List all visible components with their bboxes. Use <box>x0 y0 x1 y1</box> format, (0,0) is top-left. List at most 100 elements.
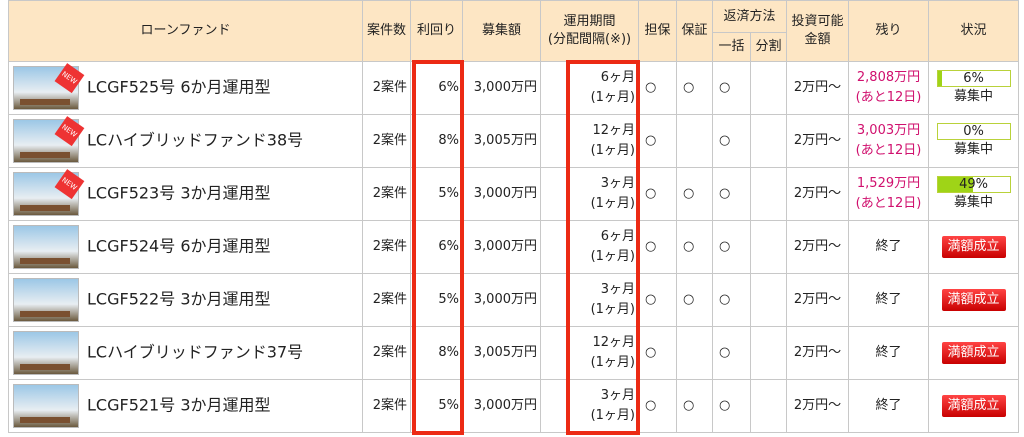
lump-cell: ○ <box>712 326 751 380</box>
invest-cell: 2万円〜 <box>786 379 850 433</box>
guarantee-cell: ○ <box>676 167 713 221</box>
remaining-cell: 1,529万円 (あと12日) <box>848 167 930 221</box>
header-cell: 一括 <box>712 32 751 62</box>
progress-bar: 49% <box>936 175 1011 193</box>
table-body: NEW LCGF525号 6か月運用型 2案件 6% 3,000万円 6ヶ月 (1ヶ月) ○ ○… <box>8 61 1020 433</box>
guarantee-cell <box>676 114 713 168</box>
header-cell: 保証 <box>676 0 713 62</box>
count-cell: 2案件 <box>362 167 411 221</box>
status-button[interactable]: 満額成立 <box>941 395 1006 417</box>
period-cell: 12ヶ月 (1ヶ月) <box>540 114 639 168</box>
fund-cell: NEW LCGF523号 3か月運用型 <box>8 167 363 221</box>
table-row: LCGF521号 3か月運用型 2案件 5% 3,000万円 3ヶ月 (1ヶ月) ○ ○ ○ 2万… <box>8 379 1020 433</box>
status-button[interactable]: 満額成立 <box>941 289 1006 311</box>
yield-cell: 5% <box>410 273 463 327</box>
fund-name[interactable]: LCGF522号 3か月運用型 <box>87 289 271 309</box>
installment-cell <box>749 379 788 433</box>
fund-name[interactable]: LCGF523号 3か月運用型 <box>87 183 271 203</box>
installment-cell <box>749 220 788 274</box>
period: 12ヶ月 <box>592 123 635 138</box>
status-cell: 49% 募集中 <box>928 167 1020 221</box>
remaining-days: (あと12日) <box>855 90 922 105</box>
new-badge: NEW <box>54 169 85 199</box>
amount-cell: 3,005万円 <box>462 326 541 380</box>
fund-cell: LCハイブリッドファンド37号 <box>8 326 363 380</box>
thumbnail-art <box>20 417 70 423</box>
period: 12ヶ月 <box>592 335 635 350</box>
amount-cell: 3,000万円 <box>462 220 541 274</box>
fund-name[interactable]: LCGF524号 6か月運用型 <box>87 236 271 256</box>
progress-fill <box>937 176 973 192</box>
lump-cell: ○ <box>712 379 751 433</box>
fund-cell: NEW LCGF525号 6か月運用型 <box>8 61 363 115</box>
thumbnail: NEW <box>13 169 85 216</box>
header-text: 投資可能 <box>791 14 844 29</box>
remaining-cell: 終了 <box>848 273 930 327</box>
thumbnail-art <box>20 152 70 158</box>
header-text: 運用期間 <box>563 14 616 29</box>
thumbnail <box>13 331 79 375</box>
installment-cell <box>749 61 788 115</box>
table-row: NEW LCハイブリッドファンド38号 2案件 8% 3,005万円 12ヶ月 (1ヶ月) ○… <box>8 114 1020 168</box>
yield-cell: 6% <box>410 220 463 274</box>
lump-cell: ○ <box>712 61 751 115</box>
remaining-text: 終了 <box>875 398 902 413</box>
status-cell: 満額成立 <box>928 220 1020 274</box>
header-cell: 利回り <box>410 0 463 62</box>
header-cell: 分割 <box>749 32 788 62</box>
fund-cell: LCGF524号 6か月運用型 <box>8 220 363 274</box>
header-cell: 募集額 <box>462 0 541 62</box>
status-cell: 6% 募集中 <box>928 61 1020 115</box>
header-cell: 状況 <box>928 0 1020 62</box>
guarantee-cell: ○ <box>676 61 713 115</box>
collateral-cell: ○ <box>638 61 677 115</box>
status-cell: 満額成立 <box>928 379 1020 433</box>
remaining-cell: 2,808万円 (あと12日) <box>848 61 930 115</box>
table-row: LCハイブリッドファンド37号 2案件 8% 3,005万円 12ヶ月 (1ヶ月) ○ ○ 2万… <box>8 326 1020 380</box>
fund-cell: NEW LCハイブリッドファンド38号 <box>8 114 363 168</box>
installment-cell <box>749 273 788 327</box>
amount-cell: 3,000万円 <box>462 273 541 327</box>
header-cell: 案件数 <box>362 0 411 62</box>
remaining-cell: 終了 <box>848 220 930 274</box>
remaining-amount: 3,003万円 <box>856 123 921 138</box>
highlight-box <box>566 60 640 435</box>
remaining-amount: 1,529万円 <box>856 176 921 191</box>
fund-name[interactable]: LCGF521号 3か月運用型 <box>87 395 271 415</box>
thumbnail-art <box>20 99 70 105</box>
interval: (1ヶ月) <box>590 408 635 423</box>
collateral-cell: ○ <box>638 326 677 380</box>
new-badge: NEW <box>54 63 85 93</box>
status-button[interactable]: 満額成立 <box>941 236 1006 258</box>
new-badge: NEW <box>54 116 85 146</box>
amount-cell: 3,000万円 <box>462 61 541 115</box>
lump-cell: ○ <box>712 220 751 274</box>
period: 3ヶ月 <box>600 388 635 403</box>
installment-cell <box>749 326 788 380</box>
remaining-days: (あと12日) <box>855 196 922 211</box>
collateral-cell: ○ <box>638 379 677 433</box>
header-text: 金額 <box>804 32 831 47</box>
progress-label: 49% <box>959 176 988 192</box>
guarantee-cell <box>676 326 713 380</box>
progress-label: 0% <box>963 123 984 139</box>
yield-cell: 6% <box>410 61 463 115</box>
fund-name[interactable]: LCハイブリッドファンド38号 <box>87 130 304 150</box>
remaining-cell: 終了 <box>848 326 930 380</box>
status-button[interactable]: 満額成立 <box>941 342 1006 364</box>
count-cell: 2案件 <box>362 273 411 327</box>
invest-cell: 2万円〜 <box>786 220 850 274</box>
count-cell: 2案件 <box>362 220 411 274</box>
fund-name[interactable]: LCGF525号 6か月運用型 <box>87 77 271 97</box>
thumbnail <box>13 225 79 269</box>
collateral-cell: ○ <box>638 167 677 221</box>
highlight-box <box>412 60 464 435</box>
invest-cell: 2万円〜 <box>786 61 850 115</box>
header-cell: ローンファンド <box>8 0 363 62</box>
count-cell: 2案件 <box>362 114 411 168</box>
fund-name[interactable]: LCハイブリッドファンド37号 <box>87 342 304 362</box>
collateral-cell: ○ <box>638 273 677 327</box>
status-cell: 0% 募集中 <box>928 114 1020 168</box>
count-cell: 2案件 <box>362 326 411 380</box>
lump-cell: ○ <box>712 114 751 168</box>
